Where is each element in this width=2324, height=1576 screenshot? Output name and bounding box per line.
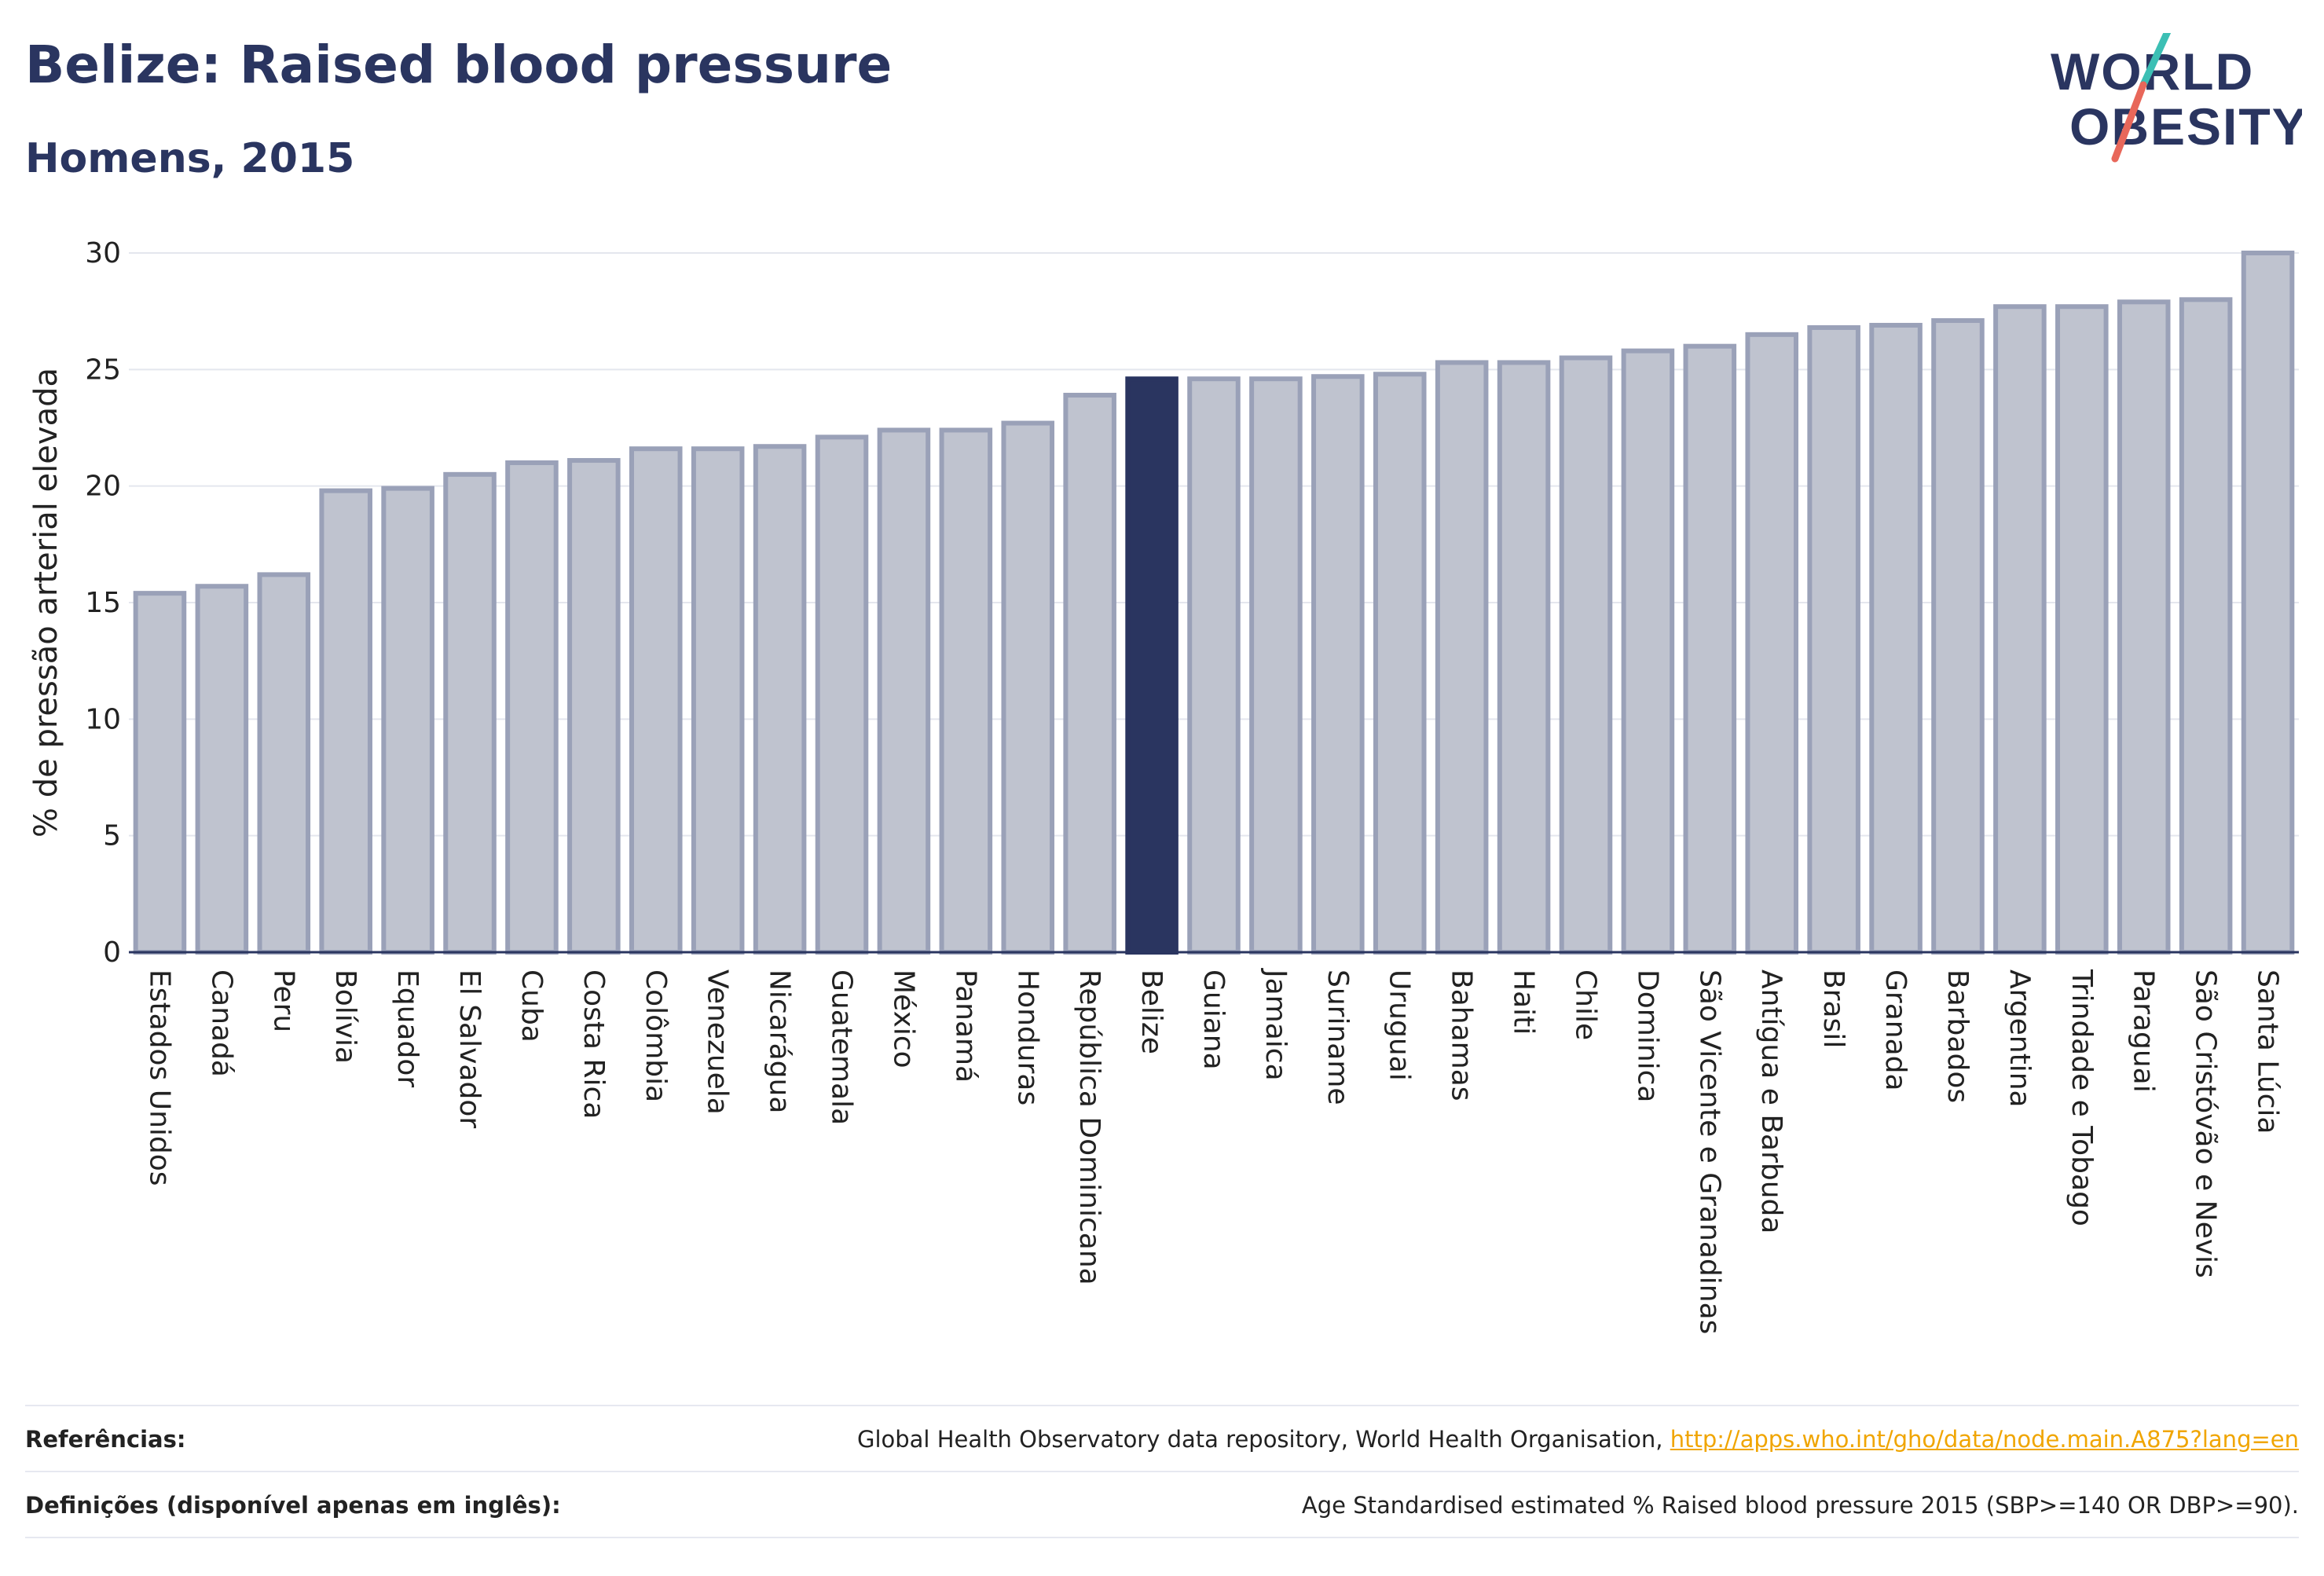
references-link[interactable]: http://apps.who.int/gho/data/node.main.A…	[1670, 1426, 2299, 1453]
bar	[195, 584, 249, 955]
x-tick-label: México	[887, 969, 919, 1068]
references-row: Referências: Global Health Observatory d…	[25, 1408, 2299, 1471]
definitions-label: Definições (disponível apenas em inglês)…	[25, 1492, 561, 1519]
bar	[2241, 251, 2295, 955]
x-tick-label: Chile	[1569, 969, 1601, 1040]
bar	[1745, 332, 1799, 955]
x-tick-label: Canadá	[205, 969, 237, 1077]
y-axis-label: % de pressão arterial elevada	[28, 368, 64, 837]
x-tick-label: Antígua e Barbuda	[1755, 969, 1787, 1233]
bar	[381, 486, 434, 955]
x-tick-label: São Vicente e Granadinas	[1693, 969, 1725, 1334]
bar	[1063, 392, 1116, 955]
x-tick-label: Uruguai	[1384, 969, 1416, 1081]
bar	[319, 488, 372, 955]
x-tick-label: Bahamas	[1446, 969, 1478, 1101]
bar-chart: 0 5 10 15 20 25 30 % de pressão arterial elevad…	[28, 237, 2299, 1334]
x-tick-label: Costa Rica	[577, 969, 610, 1119]
chart-title: Belize: Raised blood pressure	[25, 35, 893, 95]
y-tick-label: 0	[103, 936, 121, 969]
y-tick-label: 10	[85, 703, 121, 735]
bar	[877, 427, 931, 955]
x-tick-label: Barbados	[1941, 969, 1974, 1103]
bar	[1559, 355, 1613, 955]
x-tick-label: Argentina	[2003, 969, 2036, 1108]
x-tick-label: Estados Unidos	[143, 969, 175, 1186]
footer-divider-top	[25, 1405, 2299, 1406]
x-tick-label: Peru	[267, 969, 299, 1032]
bar	[567, 458, 621, 955]
y-tick-label: 30	[85, 237, 121, 269]
bar	[505, 460, 559, 955]
x-tick-label: Brasil	[1817, 969, 1849, 1048]
references-value: Global Health Observatory data repositor…	[857, 1426, 2299, 1453]
y-tick-label: 15	[85, 587, 121, 619]
bar	[1435, 360, 1489, 955]
bar	[629, 446, 683, 955]
bar	[2055, 304, 2109, 955]
x-tick-label: Granada	[1879, 969, 1912, 1091]
bar	[443, 471, 497, 955]
x-tick-label: Equador	[391, 969, 423, 1087]
bar	[1001, 420, 1055, 955]
x-tick-label: República Dominicana	[1073, 969, 1105, 1285]
bar	[1931, 318, 1985, 955]
bar	[1807, 324, 1860, 955]
bar	[1311, 374, 1365, 955]
bar	[1993, 304, 2047, 955]
x-tick-label: Nicarágua	[764, 969, 796, 1113]
x-tick-label: Colômbia	[640, 969, 672, 1102]
bar	[939, 427, 993, 955]
x-tick-label: Venezuela	[702, 969, 734, 1115]
definitions-text: Age Standardised estimated % Raised bloo…	[1301, 1492, 2299, 1519]
bar	[1869, 322, 1923, 955]
x-tick-label: Bolívia	[329, 969, 361, 1064]
bar	[753, 444, 807, 955]
bar	[1187, 376, 1241, 955]
x-tick-label: Haiti	[1508, 969, 1540, 1035]
x-tick-label: Panamá	[949, 969, 981, 1083]
y-tick-label: 5	[103, 820, 121, 852]
bar	[2117, 299, 2171, 955]
x-tick-label: Paraguai	[2128, 969, 2160, 1093]
x-tick-label: Guatemala	[826, 969, 858, 1125]
x-tick-label: Trindade e Tobago	[2066, 969, 2098, 1226]
logo-line2: OBESITY	[2069, 97, 2302, 156]
logo-slash-teal	[2139, 33, 2172, 89]
x-tick-label: Suriname	[1321, 969, 1354, 1105]
logo-slash-coral	[2111, 81, 2147, 163]
bar	[815, 434, 869, 955]
references-text: Global Health Observatory data repositor…	[856, 1426, 1663, 1453]
x-tick-label: El Salvador	[453, 969, 486, 1128]
references-label: Referências:	[25, 1426, 186, 1453]
bar	[1683, 343, 1737, 955]
bar	[691, 446, 745, 955]
chart-subtitle: Homens, 2015	[25, 135, 355, 182]
bar	[2179, 297, 2233, 955]
bar	[1373, 372, 1427, 955]
definitions-row: Definições (disponível apenas em inglês)…	[25, 1474, 2299, 1537]
x-tick-label: Cuba	[515, 969, 548, 1043]
x-tick-label: São Cristóvão e Nevis	[2190, 969, 2222, 1278]
bar	[133, 591, 187, 955]
x-tick-label: Dominica	[1631, 969, 1663, 1103]
x-tick-label: Jamaica	[1259, 968, 1292, 1081]
x-tick-label: Honduras	[1011, 969, 1043, 1105]
y-tick-label: 20	[85, 471, 121, 503]
bar	[1621, 348, 1675, 955]
x-tick-label: Guiana	[1197, 969, 1230, 1070]
y-tick-label: 25	[85, 354, 121, 386]
bar	[1125, 376, 1178, 955]
footer-divider-bottom	[25, 1537, 2299, 1538]
bar	[1249, 376, 1303, 955]
x-tick-label: Belize	[1135, 969, 1167, 1054]
world-obesity-logo: WORLD OBESITY	[2051, 33, 2302, 163]
bar	[257, 572, 311, 955]
x-tick-label: Santa Lúcia	[2252, 969, 2284, 1134]
footer-divider-middle	[25, 1471, 2299, 1472]
bar	[1497, 360, 1551, 955]
